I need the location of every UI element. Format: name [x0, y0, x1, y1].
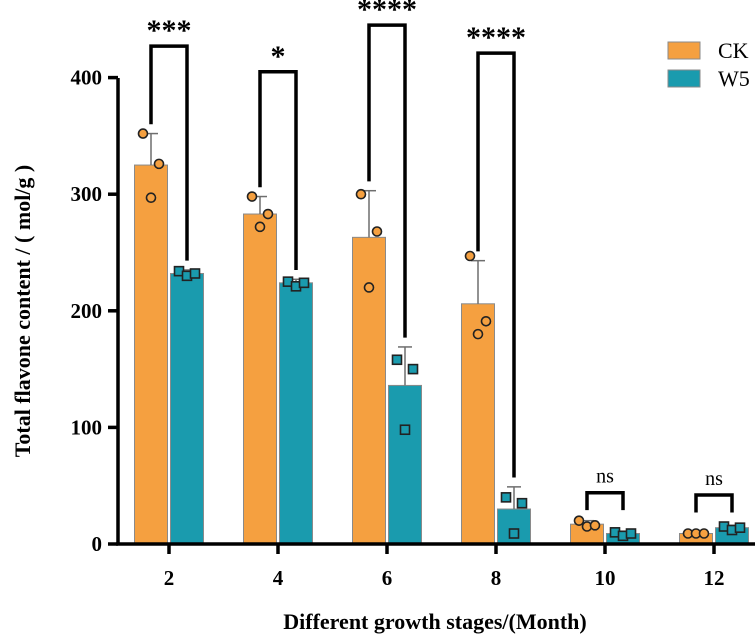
- legend-label-CK: CK: [718, 38, 749, 63]
- bar-W5-2: [170, 272, 204, 545]
- significance-bracket-12: [694, 493, 734, 513]
- y-tick-label-300: 300: [71, 182, 103, 206]
- data-point-CK-2: [137, 128, 149, 139]
- significance-bracket-6: [367, 23, 407, 338]
- x-tick-label-2: 2: [164, 566, 175, 590]
- bar-CK-4: [243, 213, 277, 545]
- data-point-W5-6: [407, 363, 419, 375]
- data-point-W5-8: [500, 492, 512, 503]
- data-point-CK-4: [246, 191, 258, 202]
- data-point-W5-10: [625, 528, 637, 539]
- data-point-CK-10: [573, 515, 585, 526]
- significance-bracket-8: [476, 51, 516, 478]
- data-point-CK-8: [472, 328, 484, 340]
- data-point-CK-10: [589, 520, 601, 531]
- data-point-W5-6: [399, 424, 411, 436]
- significance-bracket-4: [258, 70, 298, 270]
- legend-swatch-CK: [667, 41, 701, 60]
- bar-CK-8: [461, 303, 495, 545]
- significance-label-12: ns: [705, 468, 723, 490]
- data-point-CK-6: [371, 226, 383, 237]
- data-point-CK-6: [363, 282, 375, 293]
- x-tick-label-8: 8: [491, 566, 502, 590]
- data-point-CK-4: [262, 208, 274, 220]
- significance-label-6: ****: [357, 0, 417, 26]
- legend-swatch-W5: [667, 69, 701, 88]
- axes: [116, 78, 755, 546]
- legend: CK W5: [667, 38, 750, 91]
- bar-W5-6: [388, 384, 422, 545]
- significance-label-10: ns: [596, 466, 614, 488]
- bars-layer: [134, 164, 749, 545]
- significance-label-2: ***: [147, 14, 192, 47]
- y-axis-label: Total flavone content / ( mol/g ): [10, 165, 35, 458]
- data-point-CK-6: [355, 188, 367, 200]
- data-point-W5-8: [508, 528, 520, 539]
- x-ticks: 2 4 6 8 10 12: [164, 544, 725, 590]
- error-bars-layer: [144, 132, 739, 534]
- y-tick-label-400: 400: [71, 66, 103, 90]
- bar-W5-4: [279, 282, 313, 545]
- data-point-CK-12: [698, 528, 710, 539]
- significance-label-8: ****: [466, 21, 526, 54]
- data-points-layer: [137, 128, 746, 542]
- data-point-W5-8: [516, 497, 528, 509]
- data-point-CK-2: [145, 192, 157, 203]
- data-point-W5-6: [391, 354, 403, 366]
- x-tick-label-12: 12: [704, 566, 725, 590]
- data-point-W5-4: [298, 277, 310, 289]
- data-point-CK-2: [153, 158, 165, 170]
- data-point-CK-8: [480, 315, 492, 327]
- x-axis-label: Different growth stages/(Month): [283, 609, 586, 634]
- significance-bracket-10: [585, 490, 625, 511]
- x-tick-label-10: 10: [595, 566, 616, 590]
- y-tick-label-0: 0: [92, 532, 103, 556]
- significance-bracket-2: [149, 44, 189, 261]
- x-tick-label-6: 6: [382, 566, 393, 590]
- y-ticks: 0 100 200 300 400: [71, 66, 118, 556]
- data-point-CK-8: [464, 250, 476, 262]
- data-point-W5-2: [189, 268, 201, 279]
- y-tick-label-100: 100: [71, 415, 103, 439]
- y-tick-label-200: 200: [71, 299, 103, 323]
- significance-label-4: *: [271, 40, 286, 73]
- x-tick-label-4: 4: [273, 566, 284, 590]
- data-point-CK-4: [254, 221, 266, 233]
- bar-CK-2: [134, 164, 168, 545]
- significance-layer: ************ns ns: [147, 0, 734, 513]
- legend-label-W5: W5: [718, 66, 750, 91]
- data-point-W5-12: [734, 522, 746, 533]
